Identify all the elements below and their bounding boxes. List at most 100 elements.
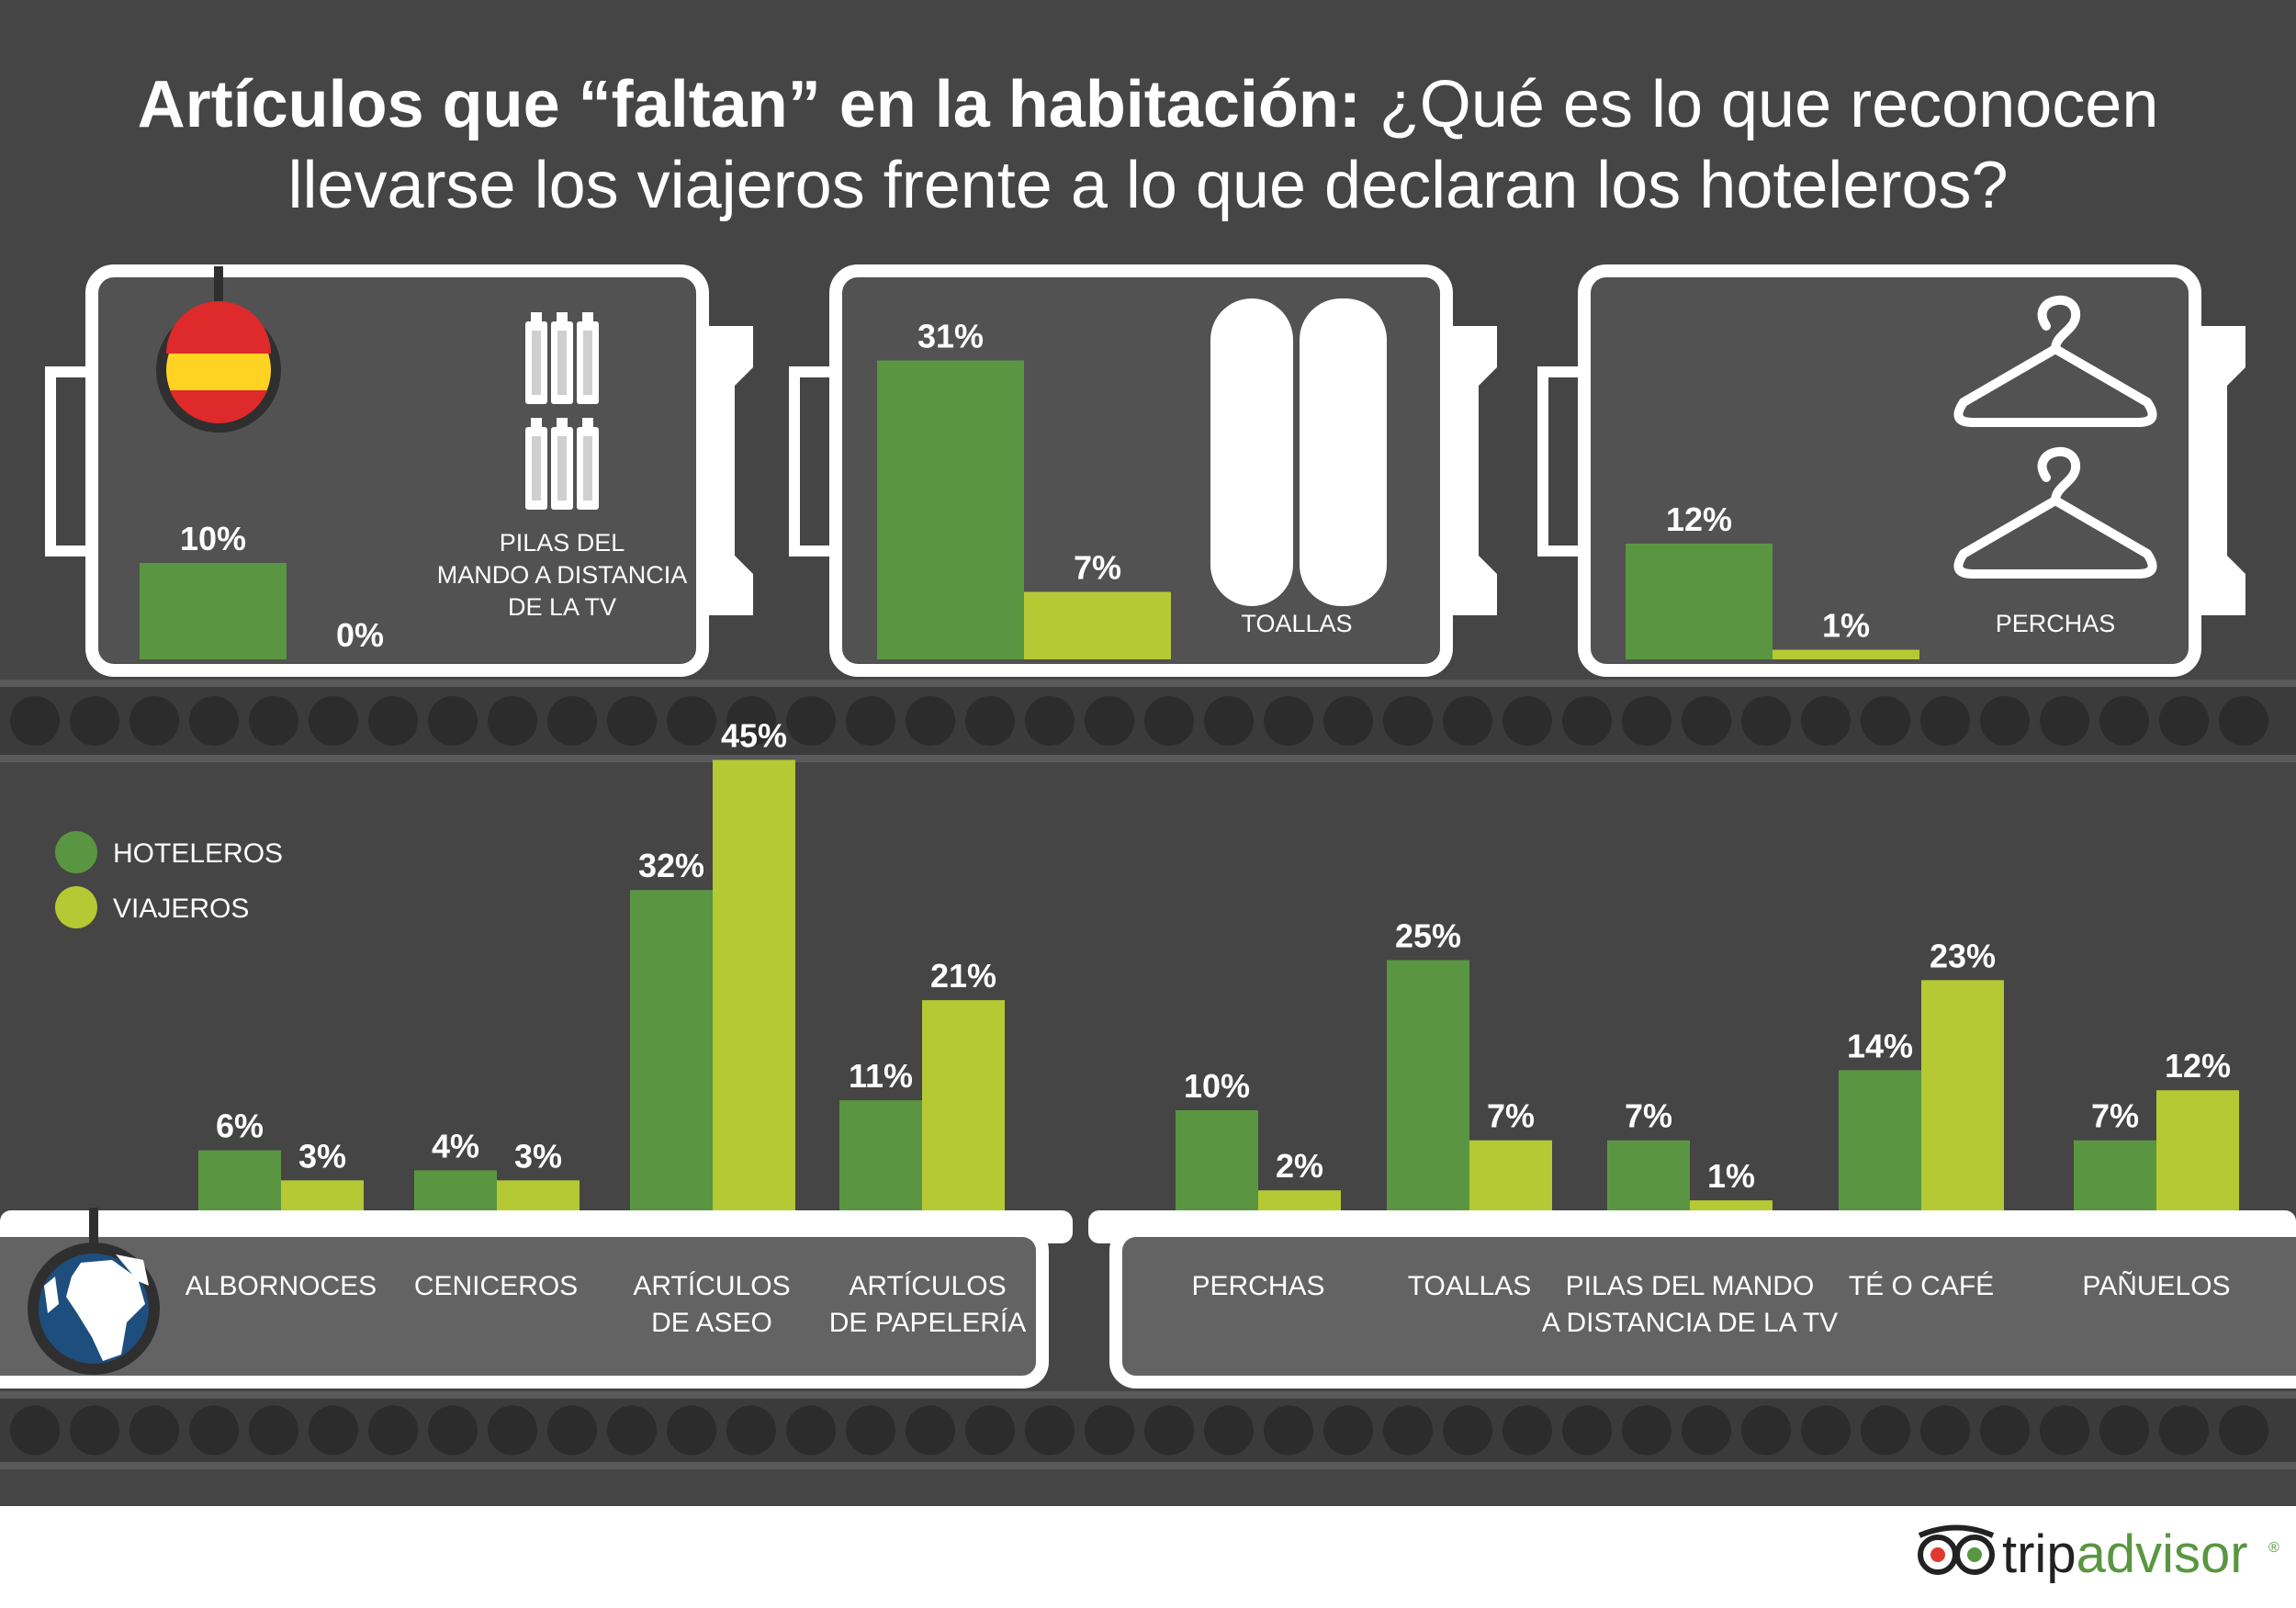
belt-roller <box>2099 696 2149 746</box>
belt-roller <box>607 696 657 746</box>
belt-roller <box>1085 696 1134 746</box>
belt-roller <box>1204 696 1254 746</box>
belt-roller <box>2099 1405 2149 1456</box>
belt-roller <box>1741 1405 1791 1456</box>
suitcase-right-handle-1 <box>709 326 753 615</box>
belt-roller <box>547 1405 597 1456</box>
spain-category-3: PERCHAS <box>1996 610 2116 637</box>
belt-roller <box>1383 696 1433 746</box>
spain-label-hoteleros-1: 10% <box>180 520 246 557</box>
belt-roller <box>129 696 179 746</box>
global-bar-viajeros-2 <box>497 1180 580 1210</box>
belt-roller <box>1861 696 1910 746</box>
belt-roller <box>2219 696 2268 746</box>
spain-bar-hoteleros-1 <box>140 563 287 659</box>
belt-roller <box>428 1405 478 1456</box>
legend-swatch-2 <box>55 886 97 928</box>
flag-red-top <box>166 301 271 354</box>
global-bar-hoteleros-4 <box>839 1100 922 1210</box>
belt-roller <box>1443 696 1492 746</box>
belt-roller <box>1323 1405 1373 1456</box>
belt-roller <box>906 1405 955 1456</box>
spain-bar-hoteleros-3 <box>1626 544 1773 659</box>
belt-roller <box>1503 696 1552 746</box>
belt-roller <box>309 696 358 746</box>
global-bar-viajeros-4 <box>922 1000 1005 1210</box>
global-bar-hoteleros-5 <box>1176 1110 1258 1210</box>
belt-roller <box>10 696 60 746</box>
global-panel-left <box>0 1224 1049 1389</box>
global-label-hoteleros-5: 10% <box>1184 1067 1250 1105</box>
belt-roller <box>249 1405 298 1456</box>
belt-roller <box>488 1405 537 1456</box>
belt-roller <box>10 1405 60 1456</box>
spain-label-viajeros-1: 0% <box>336 616 384 654</box>
global-bar-hoteleros-3 <box>630 890 713 1210</box>
battery-cap <box>531 418 542 427</box>
belt-roller <box>2219 1405 2268 1456</box>
suitcase-right-handle-3 <box>2201 326 2245 615</box>
global-label-viajeros-1: 3% <box>298 1137 346 1175</box>
belt-roller <box>70 1405 119 1456</box>
belt-roller <box>1323 696 1373 746</box>
belt-roller <box>1562 696 1612 746</box>
belt-roller <box>607 1405 657 1456</box>
belt-roller <box>1801 696 1851 746</box>
flag-red-bottom <box>170 390 267 424</box>
spain-label-hoteleros-2: 31% <box>917 318 984 355</box>
belt-roller <box>309 1405 358 1456</box>
belt-roller <box>1264 1405 1313 1456</box>
global-label-viajeros-8: 23% <box>1930 937 1996 974</box>
belt-roller <box>1443 1405 1492 1456</box>
global-label-hoteleros-6: 25% <box>1395 917 1461 955</box>
global-label-hoteleros-2: 4% <box>432 1127 479 1164</box>
belt-roller <box>2159 1405 2209 1456</box>
spain-bar-viajeros-2 <box>1024 591 1171 659</box>
belt-roller <box>189 1405 239 1456</box>
spain-label-viajeros-2: 7% <box>1074 549 1121 587</box>
battery-cap <box>557 418 568 427</box>
global-label-viajeros-4: 21% <box>930 957 996 995</box>
battery-stripe <box>583 436 592 500</box>
globe-land-africa <box>66 1260 145 1361</box>
global-bar-viajeros-3 <box>713 759 795 1210</box>
towel-1 <box>1210 298 1293 606</box>
global-label-viajeros-5: 2% <box>1276 1147 1323 1185</box>
global-label-hoteleros-9: 7% <box>2091 1097 2139 1135</box>
spain-category-2: TOALLAS <box>1241 610 1352 637</box>
global-category-7: A DISTANCIA DE LA TV <box>1542 1308 1838 1338</box>
global-label-hoteleros-1: 6% <box>216 1108 264 1145</box>
battery-stripe <box>583 331 592 395</box>
conveyor-belts <box>0 680 2296 1469</box>
belt-edge-top-1 <box>0 680 2296 687</box>
legend-swatch-1 <box>55 831 97 873</box>
icons <box>28 266 2157 1575</box>
suitcase-left-handle-2 <box>789 366 841 557</box>
belt-roller <box>1144 696 1194 746</box>
belt-roller <box>786 1405 836 1456</box>
spain-category-1: PILAS DEL <box>500 529 625 557</box>
battery-icon <box>525 312 599 510</box>
global-category-4: DE PAPELERÍA <box>829 1308 1027 1338</box>
global-panels <box>0 1210 2296 1389</box>
global-label-viajeros-9: 12% <box>2165 1047 2231 1085</box>
belt-roller <box>1562 1405 1612 1456</box>
hanger-hook <box>2037 295 2081 354</box>
belt-roller <box>428 696 478 746</box>
global-bar-hoteleros-7 <box>1607 1140 1690 1210</box>
belt-roller <box>786 696 836 746</box>
belt-roller <box>846 696 895 746</box>
global-bar-hoteleros-9 <box>2074 1140 2156 1210</box>
global-category-3: DE ASEO <box>651 1308 772 1338</box>
global-label-hoteleros-4: 11% <box>849 1057 913 1095</box>
suitcase-right-handle-2 <box>1453 326 1497 615</box>
belt-roller <box>1622 696 1671 746</box>
global-label-viajeros-3: 45% <box>721 717 787 755</box>
towel-2 <box>1300 298 1387 606</box>
global-category-9: PAÑUELOS <box>2082 1270 2230 1301</box>
globe-stem <box>89 1208 98 1249</box>
battery-cap <box>582 418 593 427</box>
hanger-body <box>1953 344 2157 427</box>
belt-roller <box>726 696 776 746</box>
